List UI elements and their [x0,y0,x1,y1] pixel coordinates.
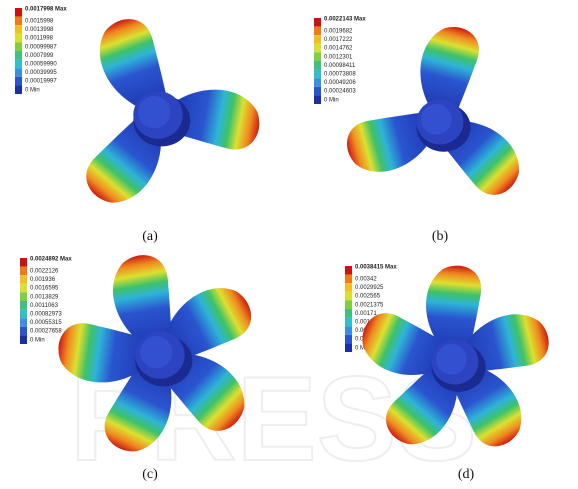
legend-swatch [314,35,321,44]
legend-label: 0.0019682 [324,28,353,34]
legend-swatch [345,275,352,284]
legend-label: 0.00098411 [324,63,356,69]
hub-cap [436,344,467,375]
legend-swatch [15,51,22,60]
legend-swatch [15,8,22,17]
legend-label: 0.00024603 [324,89,356,95]
legend-label: 0.00055315 [30,320,62,326]
legend-swatch [15,34,22,43]
legend-label: 0.0022143 Max [324,17,366,23]
legend-label: 0.0038415 Max [355,265,397,271]
caption: (c) [142,467,158,482]
legend-label: 0.00342 [355,276,377,282]
hub-cap [138,96,170,128]
figure: PRESS 0.0017998 Max0.00159980.00139980.0… [0,0,578,489]
legend-label: 0.0016595 [30,286,59,292]
legend-swatch [314,27,321,36]
legend-label: 0.0007999 [25,53,54,59]
legend-label: 0.00171 [355,311,377,317]
legend-swatch [314,61,321,70]
legend: 0.0017998 Max 0.0015998 0.0013998 0.0011998… [15,7,67,94]
legend-label: 0.001936 [30,277,56,283]
legend-swatch [20,318,27,327]
legend-label: 0.002565 [355,294,381,300]
legend-label: 0.0021375 [355,302,384,308]
legend-label: 0.00049206 [324,80,356,86]
legend-swatch [20,292,27,301]
legend-label: 0.00019997 [25,79,57,85]
legend-swatch [345,292,352,301]
caption: (b) [432,229,449,244]
legend-swatch [20,310,27,319]
legend-swatch [20,258,27,267]
legend-swatch [345,343,352,352]
legend-swatch [15,42,22,51]
legend-swatch [20,275,27,284]
legend-swatch [20,301,27,310]
legend-label: 0.0029925 [355,285,384,291]
legend-swatch [345,266,352,275]
legend-label: 0.00082973 [30,311,62,317]
legend-label: 0.0013998 [25,27,54,33]
legend-swatch [345,326,352,335]
legend-label: 0.0011998 [25,36,54,42]
legend-label: 0.0017998 Max [25,7,67,13]
propeller [77,12,265,216]
legend-label: 0.0022126 [30,268,59,274]
legend-label: 0.00099987 [25,44,57,50]
legend-label: 0.0014762 [324,46,353,52]
legend-label: 0 Min [324,97,339,103]
legend-swatch [20,267,27,276]
legend-swatch [15,85,22,94]
legend-label: 0.00027658 [30,329,62,335]
legend-swatch [314,70,321,79]
legend-swatch [15,60,22,69]
legend-swatch [15,77,22,86]
legend-swatch [20,327,27,336]
panel: 0.0022143 Max 0.0019682 0.0017222 0.0014762… [314,17,532,244]
legend-swatch [314,87,321,96]
legend-label: 0 Min [30,337,45,343]
legend-label: 0.0015998 [25,18,54,24]
legend-swatch [314,52,321,61]
legend-label: 0 Min [25,87,40,93]
caption: (a) [142,229,158,244]
legend-label: 0.00039995 [25,70,57,76]
propeller [342,20,532,204]
legend-label: 0.0024892 Max [30,257,72,263]
legend-swatch [314,78,321,87]
legend-swatch [314,95,321,104]
legend-swatch [345,300,352,309]
legend-label: 0.0011063 [30,303,59,309]
hub-cap [421,104,452,135]
hub-cap [140,336,172,368]
legend-swatch [345,309,352,318]
legend-swatch [314,44,321,53]
legend-label: 0.00073808 [324,71,356,77]
legend-label: 0.0012301 [324,54,353,60]
legend: 0.0024892 Max 0.0022126 0.001936 0.0016595 0… [20,257,72,344]
legend-swatch [20,284,27,293]
legend-swatch [314,18,321,27]
legend: 0.0022143 Max 0.0019682 0.0017222 0.0014762… [314,17,366,104]
caption: (d) [458,467,475,482]
legend-label: 0.00059990 [25,61,57,67]
panel: 0.0017998 Max 0.0015998 0.0013998 0.0011998… [15,7,264,244]
legend-swatch [15,17,22,26]
legend-label: 0.0017222 [324,37,353,43]
legend-swatch [345,318,352,327]
legend-swatch [15,25,22,34]
legend-swatch [15,68,22,77]
legend-swatch [345,335,352,344]
legend-swatch [20,335,27,344]
legend-label: 0.0013829 [30,294,59,300]
legend-swatch [345,283,352,292]
